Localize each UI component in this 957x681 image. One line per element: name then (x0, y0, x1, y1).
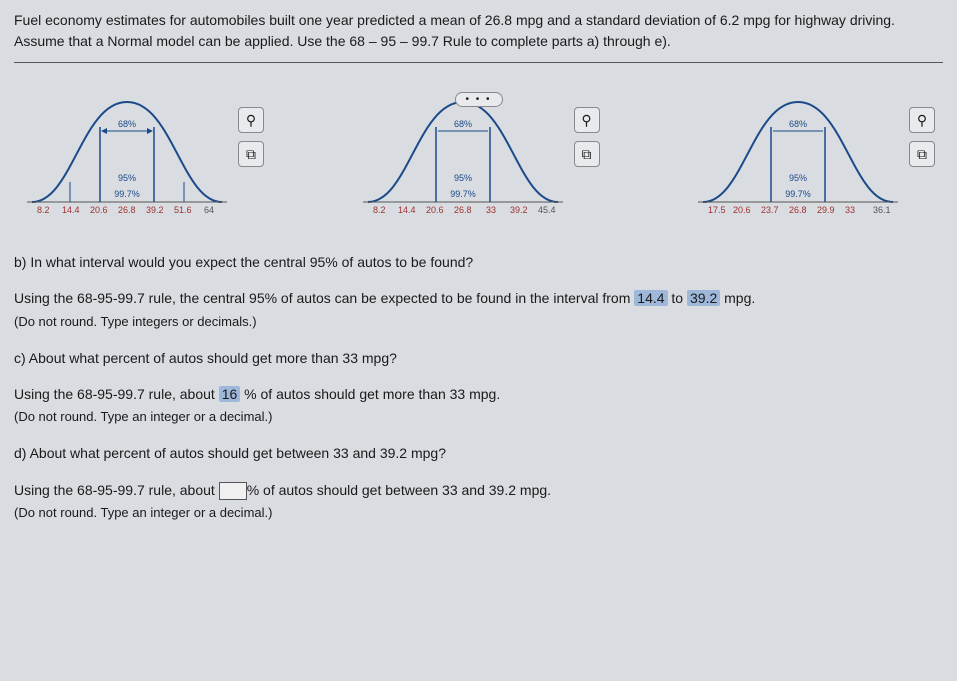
divider (14, 62, 943, 63)
svg-text:26.8: 26.8 (454, 205, 472, 215)
popout-icon[interactable]: ⧉ (909, 141, 935, 167)
svg-text:39.2: 39.2 (510, 205, 528, 215)
svg-text:95%: 95% (453, 173, 471, 183)
svg-text:99.7%: 99.7% (785, 189, 811, 199)
svg-text:8.2: 8.2 (373, 205, 386, 215)
svg-text:14.4: 14.4 (62, 205, 80, 215)
svg-text:20.6: 20.6 (90, 205, 108, 215)
part-d-hint: (Do not round. Type an integer or a deci… (14, 505, 272, 520)
svg-text:17.5: 17.5 (708, 205, 726, 215)
zoom-icon[interactable]: ⚲ (238, 107, 264, 133)
svg-text:26.8: 26.8 (789, 205, 807, 215)
svg-text:99.7%: 99.7% (450, 189, 476, 199)
svg-text:23.7: 23.7 (761, 205, 779, 215)
popout-icon[interactable]: ⧉ (238, 141, 264, 167)
zoom-icon[interactable]: ⚲ (574, 107, 600, 133)
svg-text:68%: 68% (789, 119, 807, 129)
answer-c[interactable]: 16 (219, 386, 241, 402)
popout-icon[interactable]: ⧉ (574, 141, 600, 167)
zoom-icon[interactable]: ⚲ (909, 107, 935, 133)
chart-c: 68% 95% 99.7% 17.5 20.6 23.7 26.8 29.9 3… (693, 87, 935, 227)
part-c-answer: Using the 68-95-99.7 rule, about 16 % of… (14, 383, 943, 428)
svg-text:36.1: 36.1 (873, 205, 891, 215)
part-b: b) In what interval would you expect the… (14, 251, 943, 273)
svg-text:45.4: 45.4 (538, 205, 556, 215)
svg-text:33: 33 (486, 205, 496, 215)
part-c-question: c) About what percent of autos should ge… (14, 347, 943, 369)
svg-text:68%: 68% (118, 119, 136, 129)
svg-text:26.8: 26.8 (118, 205, 136, 215)
svg-text:20.6: 20.6 (733, 205, 751, 215)
answer-d-input[interactable] (219, 482, 247, 500)
svg-text:8.2: 8.2 (37, 205, 50, 215)
chart-a: 68% 95% 99.7% 8.2 14.4 20.6 26.8 39.2 51… (22, 87, 264, 227)
svg-text:39.2: 39.2 (146, 205, 164, 215)
svg-text:29.9: 29.9 (817, 205, 835, 215)
svg-text:68%: 68% (453, 119, 471, 129)
svg-text:51.6: 51.6 (174, 205, 192, 215)
answer-b-low[interactable]: 14.4 (634, 290, 667, 306)
svg-text:95%: 95% (789, 173, 807, 183)
part-d-question: d) About what percent of autos should ge… (14, 442, 943, 464)
part-c: c) About what percent of autos should ge… (14, 347, 943, 369)
answer-b-high[interactable]: 39.2 (687, 290, 720, 306)
svg-text:20.6: 20.6 (426, 205, 444, 215)
svg-text:64: 64 (204, 205, 214, 215)
problem-statement: Fuel economy estimates for automobiles b… (14, 10, 943, 52)
part-d-answer: Using the 68-95-99.7 rule, about % of au… (14, 479, 943, 524)
part-d: d) About what percent of autos should ge… (14, 442, 943, 464)
chart-b: 68% 95% 99.7% 8.2 14.4 20.6 26.8 33 39.2… (358, 87, 600, 227)
part-b-question: b) In what interval would you expect the… (14, 251, 943, 273)
part-c-hint: (Do not round. Type an integer or a deci… (14, 409, 272, 424)
part-b-answer: Using the 68-95-99.7 rule, the central 9… (14, 287, 943, 332)
svg-text:33: 33 (845, 205, 855, 215)
svg-text:14.4: 14.4 (398, 205, 416, 215)
svg-text:95%: 95% (118, 173, 136, 183)
svg-text:99.7%: 99.7% (114, 189, 140, 199)
part-b-hint: (Do not round. Type integers or decimals… (14, 314, 257, 329)
collapse-button[interactable]: • • • (454, 92, 502, 107)
